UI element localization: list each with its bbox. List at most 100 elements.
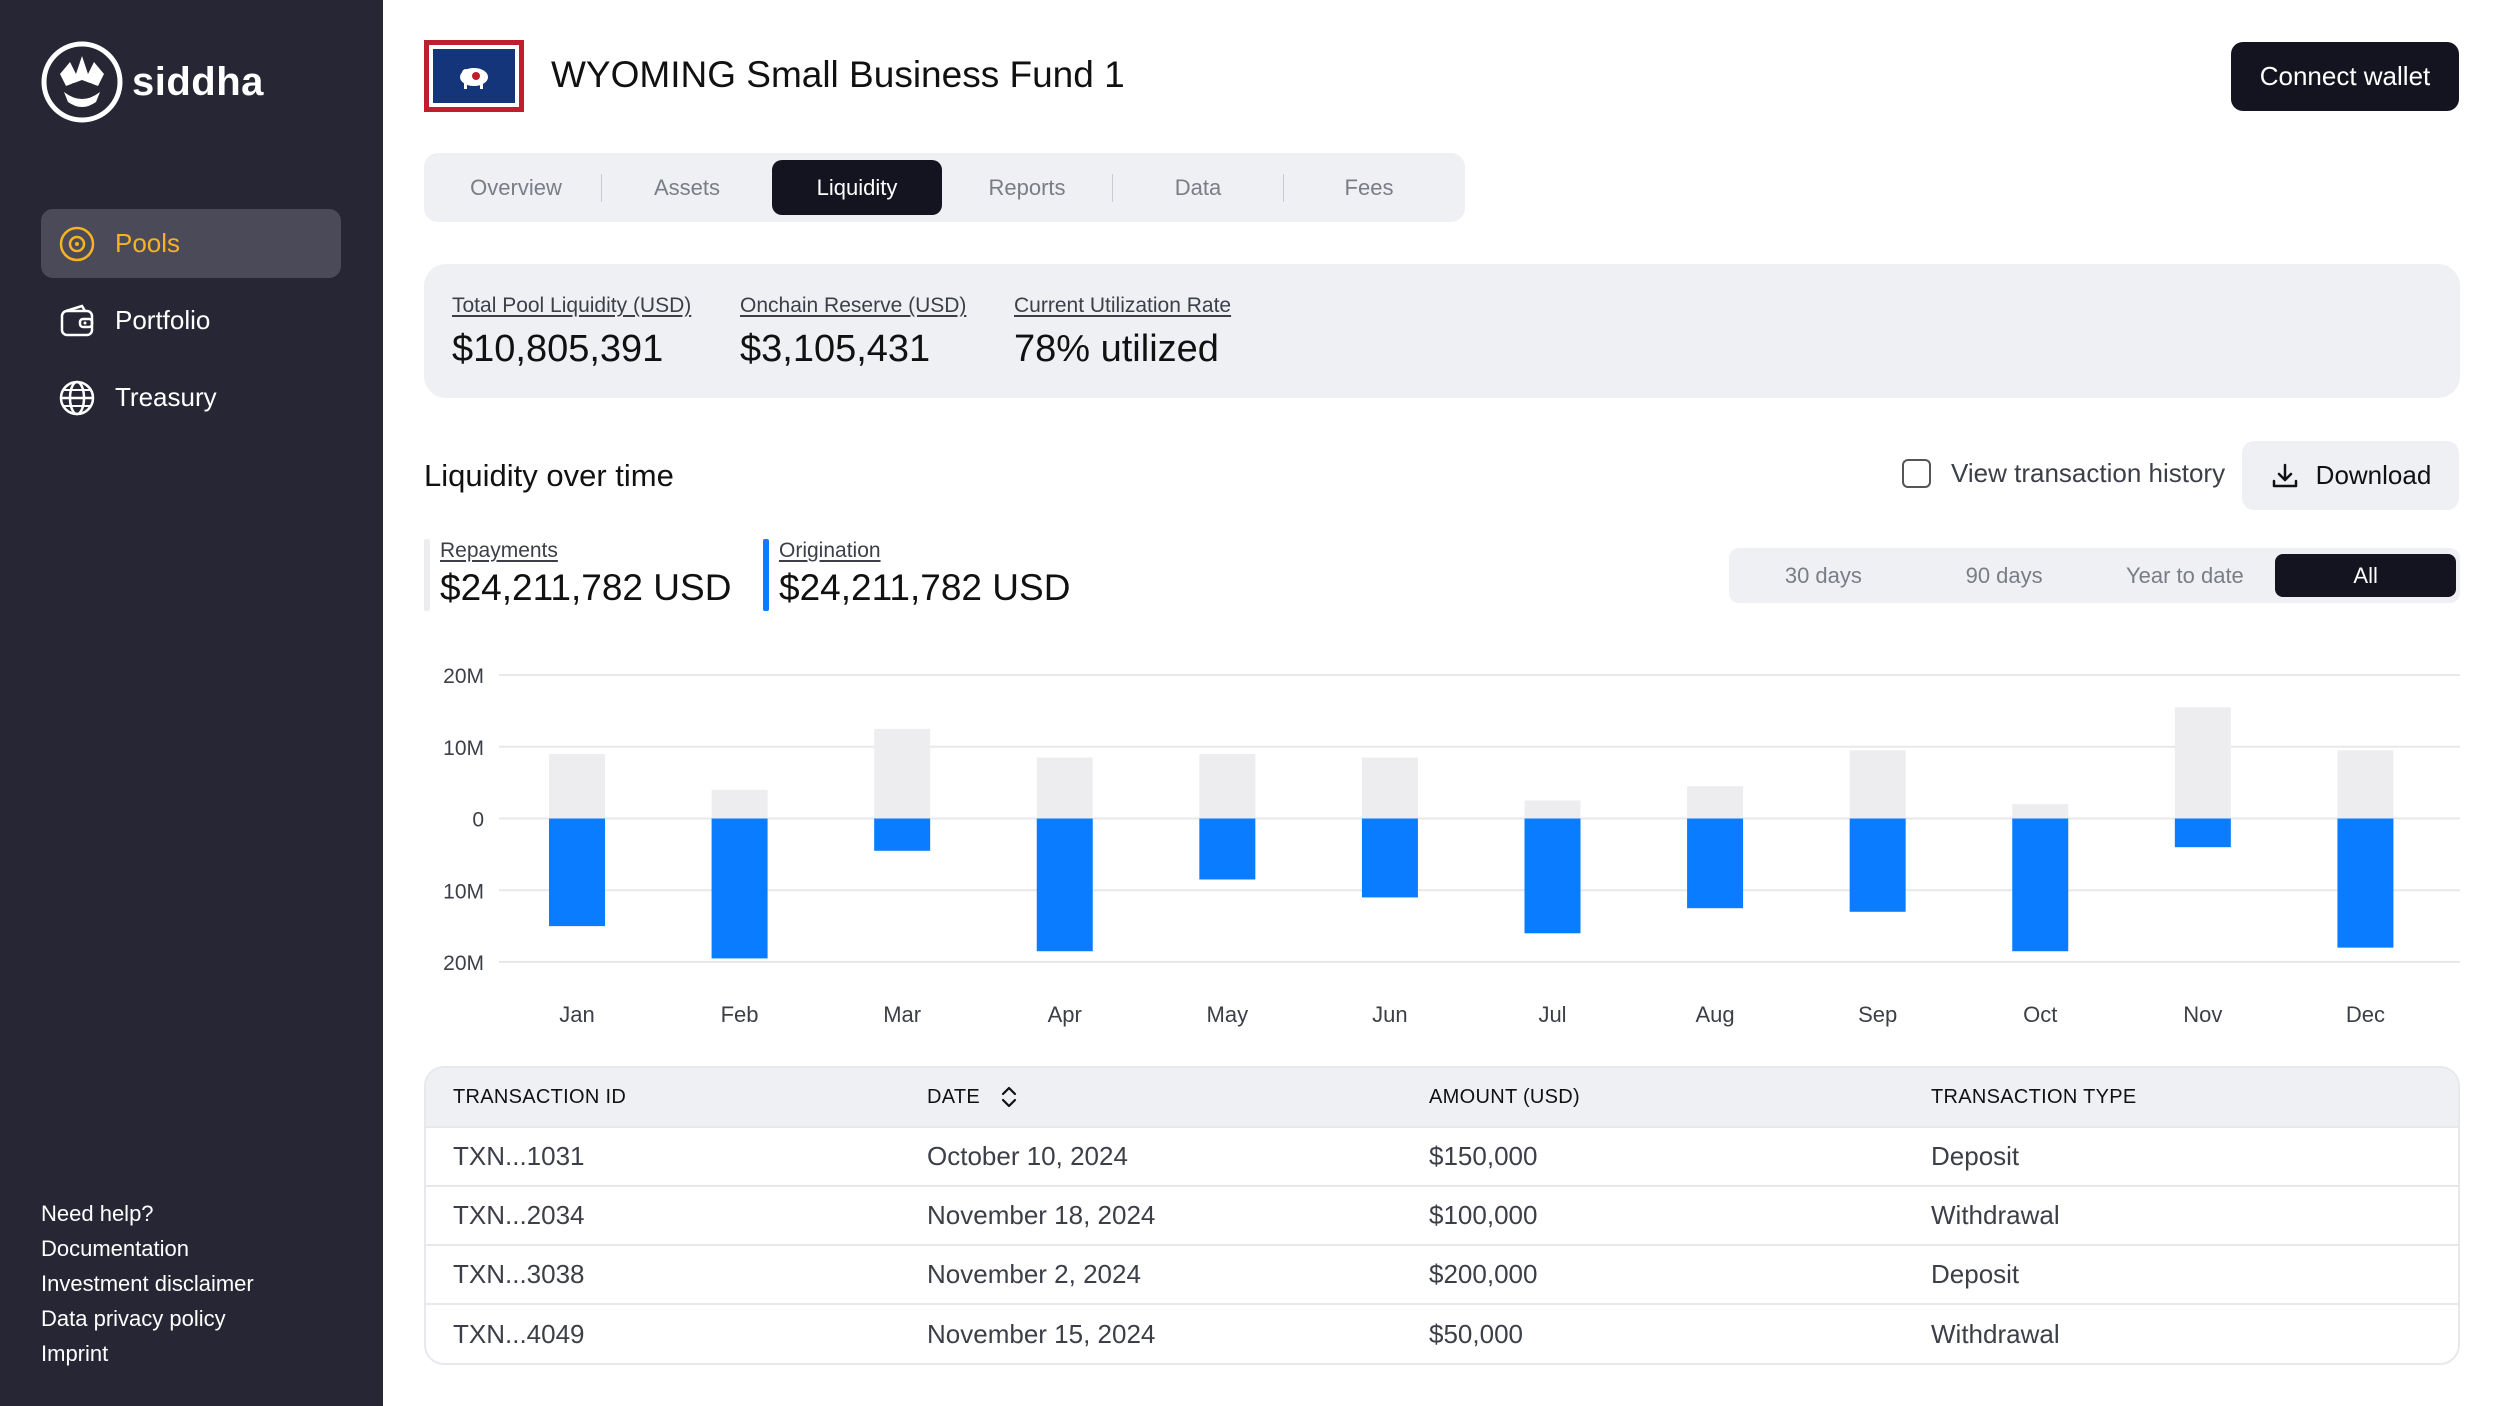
cell-transaction-id: TXN...2034 bbox=[453, 1200, 585, 1230]
bar-origination[interactable] bbox=[2337, 818, 2394, 948]
y-tick-label: 0 bbox=[472, 809, 484, 832]
download-icon bbox=[2272, 463, 2297, 487]
range-90-days[interactable]: 90 days bbox=[1965, 562, 2043, 588]
tab-fees[interactable]: Fees bbox=[1344, 174, 1394, 200]
column-header-date[interactable]: DATE bbox=[927, 1084, 1429, 1110]
cell-date: November 18, 2024 bbox=[927, 1200, 1156, 1230]
pool-stats-panel: Total Pool Liquidity (USD) $10,805,391 O… bbox=[424, 264, 2460, 398]
tab-divider bbox=[1283, 173, 1284, 202]
x-tick-label: Nov bbox=[2183, 1002, 2222, 1027]
bar-origination[interactable] bbox=[1849, 818, 1906, 912]
cell-transaction-id: TXN...3038 bbox=[453, 1259, 585, 1289]
link-documentation[interactable]: Documentation bbox=[41, 1236, 189, 1261]
cell-transaction-type: Withdrawal bbox=[1931, 1200, 2060, 1230]
bar-repayments[interactable] bbox=[711, 789, 768, 819]
tab-assets[interactable]: Assets bbox=[653, 174, 721, 200]
table-row[interactable]: TXN...1031 October 10, 2024 $150,000 Dep… bbox=[426, 1128, 2458, 1187]
cell-date: November 15, 2024 bbox=[927, 1319, 1156, 1349]
bar-origination[interactable] bbox=[1199, 818, 1256, 880]
bar-repayments[interactable] bbox=[549, 753, 605, 819]
download-button[interactable]: Download bbox=[2242, 441, 2459, 510]
sidebar-item-pools[interactable]: Pools bbox=[41, 209, 341, 278]
bar-repayments[interactable] bbox=[1687, 786, 1744, 819]
table-header: TRANSACTION ID DATE AMOUNT (USD) TRANSAC… bbox=[426, 1068, 2458, 1128]
stat-label[interactable]: Total Pool Liquidity (USD) bbox=[452, 294, 692, 317]
bar-origination[interactable] bbox=[1687, 818, 1744, 909]
legend-label[interactable]: Repayments bbox=[440, 539, 558, 562]
bar-origination[interactable] bbox=[711, 818, 768, 959]
stat-value: 78% utilized bbox=[1014, 328, 1219, 370]
table-row[interactable]: TXN...3038 November 2, 2024 $200,000 Dep… bbox=[426, 1246, 2458, 1305]
liquidity-chart: 20M 10M 0 10M 20M Jan Feb Mar Apr May Jun Jul Aug Sep… bbox=[443, 665, 2460, 1027]
tab-overview[interactable]: Overview bbox=[470, 174, 562, 200]
connect-wallet-button[interactable]: Connect wallet bbox=[2231, 42, 2459, 111]
legend-swatch-repayments bbox=[424, 539, 430, 611]
bar-origination[interactable] bbox=[1361, 818, 1418, 898]
link-investment-disclaimer[interactable]: Investment disclaimer bbox=[41, 1271, 254, 1296]
view-history-label: View transaction history bbox=[1951, 458, 2226, 488]
stat-label[interactable]: Current Utilization Rate bbox=[1014, 294, 1232, 317]
bar-origination[interactable] bbox=[1036, 818, 1093, 952]
cell-amount: $100,000 bbox=[1429, 1200, 1538, 1230]
range-all[interactable]: All bbox=[2275, 554, 2456, 597]
legend-swatch-origination bbox=[763, 539, 769, 611]
bar-repayments[interactable] bbox=[1524, 800, 1581, 819]
bar-repayments[interactable] bbox=[2337, 750, 2394, 819]
link-data-privacy-policy[interactable]: Data privacy policy bbox=[41, 1306, 226, 1331]
view-history-checkbox[interactable] bbox=[1902, 459, 1931, 488]
y-tick-label: 20M bbox=[443, 665, 484, 688]
column-header-amount: AMOUNT (USD) bbox=[1429, 1085, 1581, 1108]
stat-value: $3,105,431 bbox=[740, 328, 931, 370]
table-row[interactable]: TXN...2034 November 18, 2024 $100,000 Wi… bbox=[426, 1187, 2458, 1246]
bar-origination[interactable] bbox=[549, 818, 605, 927]
bar-repayments[interactable] bbox=[1849, 750, 1906, 819]
cell-date: November 2, 2024 bbox=[927, 1259, 1141, 1289]
transactions-table: TRANSACTION ID DATE AMOUNT (USD) TRANSAC… bbox=[424, 1066, 2460, 1365]
cell-transaction-type: Withdrawal bbox=[1931, 1319, 2060, 1349]
sidebar-item-treasury[interactable]: Treasury bbox=[41, 363, 341, 432]
sidebar-item-label: Treasury bbox=[115, 382, 217, 412]
range-30-days[interactable]: 30 days bbox=[1784, 562, 1862, 588]
stat-total-pool-liquidity: Total Pool Liquidity (USD) $10,805,391 bbox=[452, 294, 691, 371]
tab-data[interactable]: Data bbox=[1174, 174, 1222, 200]
legend-label[interactable]: Origination bbox=[779, 539, 881, 562]
sort-icon[interactable] bbox=[996, 1084, 1022, 1110]
view-transaction-history-toggle[interactable]: View transaction history bbox=[1902, 458, 2225, 489]
stat-onchain-reserve: Onchain Reserve (USD) $3,105,431 bbox=[740, 294, 966, 371]
bar-origination[interactable] bbox=[2012, 818, 2069, 952]
y-tick-label: 10M bbox=[443, 880, 484, 903]
x-tick-label: Apr bbox=[1048, 1002, 1082, 1027]
stat-label[interactable]: Onchain Reserve (USD) bbox=[740, 294, 967, 317]
bar-repayments[interactable] bbox=[1036, 757, 1093, 819]
tab-reports[interactable]: Reports bbox=[988, 174, 1066, 200]
table-row[interactable]: TXN...4049 November 15, 2024 $50,000 Wit… bbox=[426, 1305, 2458, 1363]
bar-repayments[interactable] bbox=[2012, 804, 2069, 819]
globe-icon bbox=[57, 378, 97, 418]
x-tick-label: Oct bbox=[2023, 1002, 2057, 1027]
sidebar-nav: Pools Portfolio Treasury bbox=[41, 209, 341, 440]
sidebar-item-label: Portfolio bbox=[115, 305, 211, 335]
sidebar-item-portfolio[interactable]: Portfolio bbox=[41, 286, 341, 355]
bar-repayments[interactable] bbox=[1199, 753, 1256, 819]
column-header-transaction-type: TRANSACTION TYPE bbox=[1931, 1085, 2137, 1108]
tab-divider bbox=[601, 173, 602, 202]
bar-repayments[interactable] bbox=[2174, 707, 2231, 819]
bar-repayments[interactable] bbox=[874, 728, 931, 819]
x-tick-label: Feb bbox=[721, 1002, 759, 1027]
column-header-transaction-id: TRANSACTION ID bbox=[453, 1085, 627, 1108]
y-tick-label: 20M bbox=[443, 952, 484, 975]
bar-origination[interactable] bbox=[1524, 818, 1581, 934]
bar-origination[interactable] bbox=[874, 818, 931, 851]
link-need-help[interactable]: Need help? bbox=[41, 1201, 154, 1226]
x-tick-label: Jul bbox=[1538, 1002, 1566, 1027]
x-tick-label: Sep bbox=[1858, 1002, 1897, 1027]
link-imprint[interactable]: Imprint bbox=[41, 1341, 109, 1366]
y-tick-label: 10M bbox=[443, 737, 484, 760]
range-year-to-date[interactable]: Year to date bbox=[2125, 562, 2244, 588]
bar-origination[interactable] bbox=[2174, 818, 2231, 848]
brand-logo[interactable]: siddha bbox=[40, 40, 264, 124]
pool-icon bbox=[57, 224, 97, 264]
bar-repayments[interactable] bbox=[1361, 757, 1418, 819]
tab-liquidity[interactable]: Liquidity bbox=[772, 160, 942, 215]
legend-value: $24,211,782 USD bbox=[440, 567, 732, 608]
